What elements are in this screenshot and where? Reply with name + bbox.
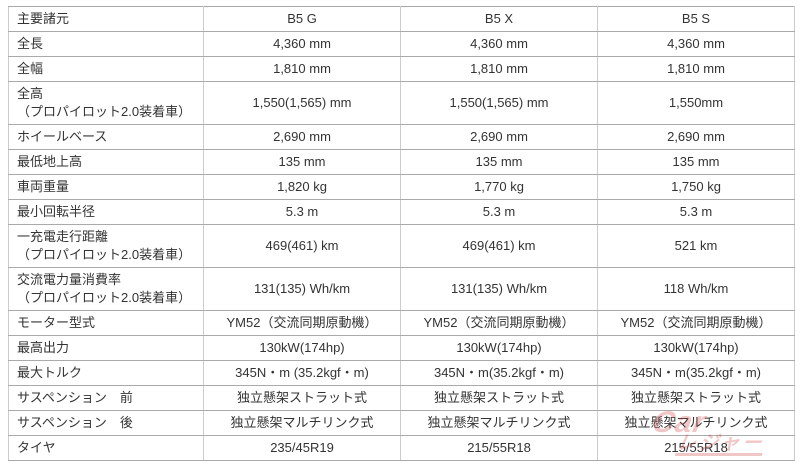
spec-value: 131(135) Wh/km <box>400 267 598 311</box>
table-row: 全幅 1,810 mm 1,810 mm 1,810 mm <box>8 56 795 82</box>
spec-value: 521 km <box>597 224 795 268</box>
table-header-row: 主要諸元 B5 G B5 X B5 S <box>8 6 795 32</box>
spec-value: YM52（交流同期原動機） <box>400 310 598 336</box>
spec-value: 1,810 mm <box>203 56 401 82</box>
spec-value: 1,550(1,565) mm <box>203 81 401 125</box>
table-row: サスペンション 前 独立懸架ストラット式 独立懸架ストラット式 独立懸架ストラッ… <box>8 385 795 411</box>
spec-row-label: 全長 <box>8 31 204 57</box>
spec-value: 1,810 mm <box>597 56 795 82</box>
spec-value: 130kW(174hp) <box>597 335 795 361</box>
table-row: タイヤ 235/45R19 215/55R18 215/55R18 <box>8 435 795 461</box>
spec-row-label: 最大トルク <box>8 360 204 386</box>
spec-value: 215/55R18 <box>400 435 598 461</box>
spec-value: 1,750 kg <box>597 174 795 200</box>
table-row: 最低地上高 135 mm 135 mm 135 mm <box>8 149 795 175</box>
spec-value: 4,360 mm <box>203 31 401 57</box>
spec-row-label: サスペンション 後 <box>8 410 204 436</box>
spec-value: 5.3 m <box>203 199 401 225</box>
spec-value: 独立懸架マルチリンク式 <box>597 410 795 436</box>
spec-value: 独立懸架ストラット式 <box>597 385 795 411</box>
spec-value: 5.3 m <box>597 199 795 225</box>
spec-value: 1,770 kg <box>400 174 598 200</box>
spec-row-label: 最高出力 <box>8 335 204 361</box>
spec-value: 135 mm <box>203 149 401 175</box>
table-row: 一充電走行距離 （プロパイロット2.0装着車） 469(461) km 469(4… <box>8 224 795 268</box>
spec-value: 469(461) km <box>400 224 598 268</box>
header-grade-b5x: B5 X <box>400 6 598 32</box>
spec-value: 469(461) km <box>203 224 401 268</box>
spec-row-label: タイヤ <box>8 435 204 461</box>
table-row: 最小回転半径 5.3 m 5.3 m 5.3 m <box>8 199 795 225</box>
spec-value: YM52（交流同期原動機） <box>203 310 401 336</box>
header-grade-b5g: B5 G <box>203 6 401 32</box>
spec-row-label: モーター型式 <box>8 310 204 336</box>
spec-value: 135 mm <box>400 149 598 175</box>
spec-value: 135 mm <box>597 149 795 175</box>
spec-value: 130kW(174hp) <box>400 335 598 361</box>
spec-row-label: ホイールベース <box>8 124 204 150</box>
spec-row-label: 全幅 <box>8 56 204 82</box>
spec-value: 215/55R18 <box>597 435 795 461</box>
table-row: 全高 （プロパイロット2.0装着車） 1,550(1,565) mm 1,550(… <box>8 81 795 125</box>
spec-value: 1,550mm <box>597 81 795 125</box>
spec-value: 2,690 mm <box>203 124 401 150</box>
spec-value: 131(135) Wh/km <box>203 267 401 311</box>
spec-row-label: 交流電力量消費率 （プロパイロット2.0装着車） <box>8 267 204 311</box>
table-row: ホイールベース 2,690 mm 2,690 mm 2,690 mm <box>8 124 795 150</box>
spec-value: 130kW(174hp) <box>203 335 401 361</box>
spec-value: 235/45R19 <box>203 435 401 461</box>
spec-row-label: 最小回転半径 <box>8 199 204 225</box>
spec-row-label: 最低地上高 <box>8 149 204 175</box>
table-row: 車両重量 1,820 kg 1,770 kg 1,750 kg <box>8 174 795 200</box>
spec-value: 4,360 mm <box>400 31 598 57</box>
spec-table: 主要諸元 B5 G B5 X B5 S 全長 4,360 mm 4,360 mm… <box>8 6 795 461</box>
header-grade-b5s: B5 S <box>597 6 795 32</box>
spec-value: 独立懸架ストラット式 <box>400 385 598 411</box>
spec-row-label: 一充電走行距離 （プロパイロット2.0装着車） <box>8 224 204 268</box>
spec-value: 345N・m(35.2kgf・m) <box>597 360 795 386</box>
spec-value: YM52（交流同期原動機） <box>597 310 795 336</box>
spec-value: 独立懸架マルチリンク式 <box>400 410 598 436</box>
spec-value: 4,360 mm <box>597 31 795 57</box>
table-row: 最大トルク 345N・m (35.2kgf・m) 345N・m(35.2kgf・… <box>8 360 795 386</box>
spec-value: 独立懸架ストラット式 <box>203 385 401 411</box>
table-row: 交流電力量消費率 （プロパイロット2.0装着車） 131(135) Wh/km 1… <box>8 267 795 311</box>
spec-value: 独立懸架マルチリンク式 <box>203 410 401 436</box>
spec-value: 2,690 mm <box>400 124 598 150</box>
spec-row-label: 車両重量 <box>8 174 204 200</box>
spec-value: 345N・m(35.2kgf・m) <box>400 360 598 386</box>
spec-value: 1,550(1,565) mm <box>400 81 598 125</box>
spec-value: 2,690 mm <box>597 124 795 150</box>
spec-row-label: サスペンション 前 <box>8 385 204 411</box>
table-row: モーター型式 YM52（交流同期原動機） YM52（交流同期原動機） YM52（… <box>8 310 795 336</box>
header-spec-title: 主要諸元 <box>8 6 204 32</box>
spec-value: 345N・m (35.2kgf・m) <box>203 360 401 386</box>
spec-value: 1,820 kg <box>203 174 401 200</box>
spec-value: 118 Wh/km <box>597 267 795 311</box>
table-row: サスペンション 後 独立懸架マルチリンク式 独立懸架マルチリンク式 独立懸架マル… <box>8 410 795 436</box>
table-row: 最高出力 130kW(174hp) 130kW(174hp) 130kW(174… <box>8 335 795 361</box>
spec-row-label: 全高 （プロパイロット2.0装着車） <box>8 81 204 125</box>
spec-value: 5.3 m <box>400 199 598 225</box>
table-row: 全長 4,360 mm 4,360 mm 4,360 mm <box>8 31 795 57</box>
spec-value: 1,810 mm <box>400 56 598 82</box>
